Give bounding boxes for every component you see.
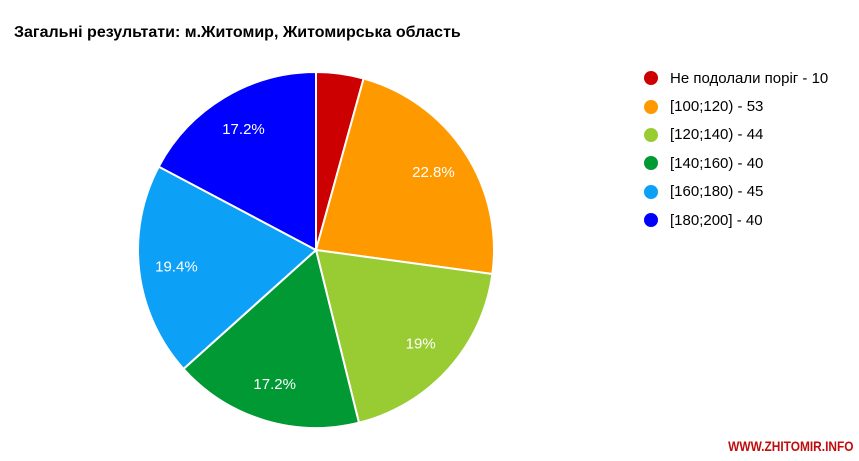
pie-slice-percent-label: 17.2% (253, 376, 296, 393)
legend-swatch-icon (644, 213, 658, 228)
watermark: WWW.ZHITOMIR.INFO (727, 438, 853, 454)
legend-item: Не подолали поріг - 10 (644, 64, 828, 92)
legend-item: [100;120) - 53 (644, 92, 828, 120)
legend-swatch-icon (644, 156, 658, 171)
legend-item-label: [180;200] - 40 (670, 211, 763, 229)
pie-slice (182, 249, 360, 430)
legend-item-label: [100;120) - 53 (670, 98, 764, 116)
pie-slice-percent-label: 22.8% (412, 164, 455, 181)
pie-slice (136, 165, 317, 370)
pie-slice (157, 71, 317, 251)
pie-slice-percent-label: 17.2% (222, 121, 265, 138)
legend-item: [180;200] - 40 (644, 206, 828, 234)
legend-item-label: [140;160) - 40 (670, 154, 764, 172)
legend-item: [120;140) - 44 (644, 121, 828, 149)
legend-item-label: [160;180) - 45 (670, 183, 764, 201)
pie-slice-percent-label: 19% (406, 335, 436, 352)
pie-slice (315, 77, 495, 276)
legend-swatch-icon (644, 127, 658, 142)
legend-swatch-icon (644, 99, 658, 114)
chart-title: Загальні результати: м.Житомир, Житомирс… (14, 24, 461, 41)
legend: Не подолали поріг - 10 [100;120) - 53 [120… (644, 64, 828, 234)
legend-item-label: [120;140) - 44 (670, 126, 764, 144)
legend-swatch-icon (644, 184, 658, 199)
legend-item: [140;160) - 40 (644, 149, 828, 177)
legend-item: [160;180) - 45 (644, 178, 828, 206)
pie-slice-percent-label: 19.4% (155, 259, 198, 276)
legend-swatch-icon (644, 71, 658, 86)
legend-item-label: Не подолали поріг - 10 (670, 69, 829, 87)
pie-slice (315, 249, 494, 424)
